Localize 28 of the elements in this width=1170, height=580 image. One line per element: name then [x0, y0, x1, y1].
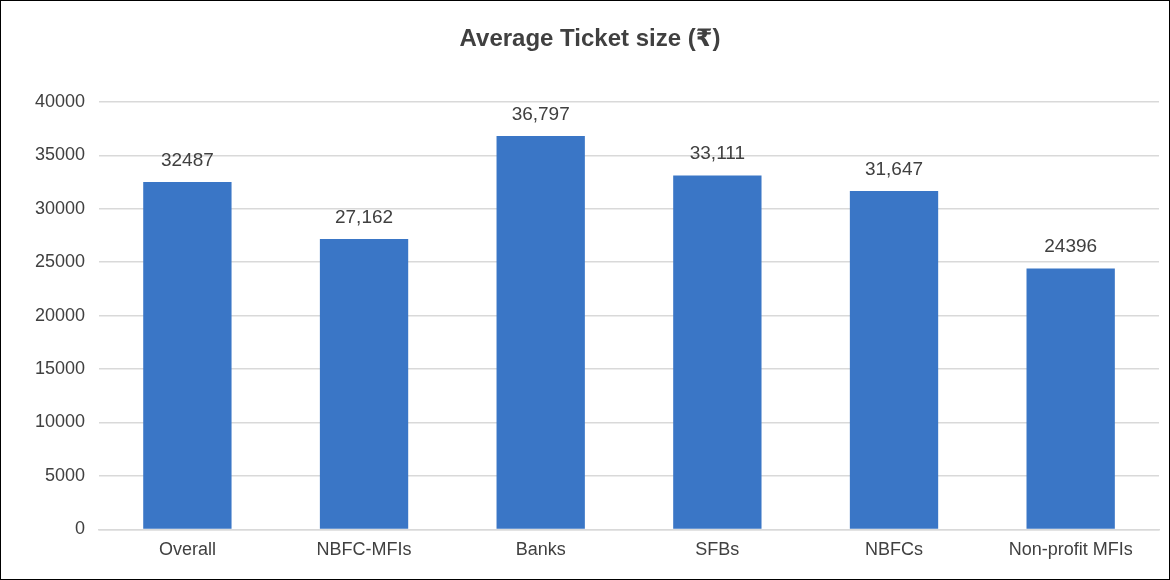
data-label: 33,111 [689, 142, 745, 164]
data-label: 27,162 [334, 205, 394, 227]
data-label: 32487 [160, 148, 214, 170]
data-label: 36,797 [511, 102, 570, 124]
bar [849, 191, 939, 529]
y-tick-label: 0 [75, 518, 86, 539]
y-tick-label: 35000 [34, 144, 86, 165]
y-tick-label: 20000 [34, 304, 86, 325]
x-tick-label: Banks [515, 539, 566, 560]
x-tick-label: NBFC-MFIs [316, 539, 412, 560]
y-tick-label: 40000 [34, 90, 86, 111]
y-tick-label: 15000 [34, 358, 86, 379]
bar [319, 239, 409, 529]
bar [673, 175, 762, 529]
x-tick-label: Overall [158, 539, 216, 560]
data-label: 24396 [1044, 235, 1098, 257]
x-tick-label: SFBs [695, 539, 740, 560]
bar [143, 182, 232, 529]
bar [1026, 268, 1115, 529]
x-tick-label: NBFCs [865, 539, 924, 560]
chart-title: Average Ticket size (₹) [459, 24, 721, 52]
x-tick-label: Non-profit MFIs [1008, 539, 1133, 560]
y-tick-label: 5000 [45, 464, 86, 485]
y-tick-label: 10000 [34, 411, 86, 432]
y-tick-label: 30000 [34, 197, 86, 218]
data-label: 31,647 [864, 157, 924, 179]
bar [496, 136, 585, 529]
y-tick-label: 25000 [34, 251, 86, 272]
